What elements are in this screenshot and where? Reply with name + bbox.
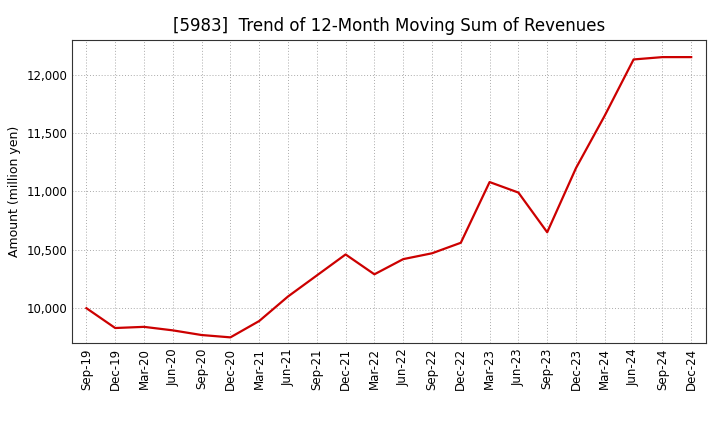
Title: [5983]  Trend of 12-Month Moving Sum of Revenues: [5983] Trend of 12-Month Moving Sum of R… (173, 17, 605, 35)
Y-axis label: Amount (million yen): Amount (million yen) (8, 126, 21, 257)
